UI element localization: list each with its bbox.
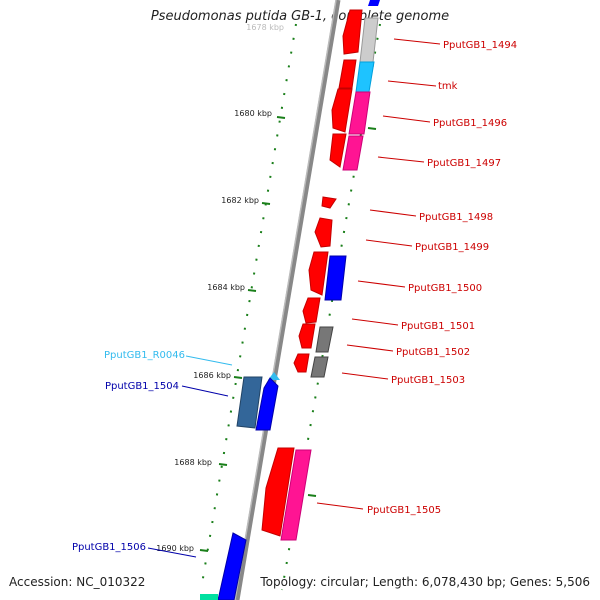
gene-label-1494[interactable]: PputGB1_1494 (443, 40, 517, 51)
major-ticks (199, 116, 377, 552)
gene-1505-red[interactable] (261, 447, 295, 537)
gene-1501[interactable] (302, 297, 321, 324)
kbp-label-1682: 1682 kbp (221, 196, 259, 205)
gene-1504-outer[interactable] (236, 376, 263, 429)
gene-label-tmk[interactable]: tmk (438, 81, 458, 92)
gene-label-1503[interactable]: PputGB1_1503 (391, 375, 465, 386)
gene-1500-red[interactable] (308, 251, 329, 296)
gene-1503[interactable] (310, 356, 329, 378)
gene-label-1496[interactable]: PputGB1_1496 (433, 118, 507, 129)
topology-text: Topology: circular; Length: 6,078,430 bp… (260, 575, 590, 589)
gene-1494-overlay[interactable] (359, 17, 379, 63)
genome-backbone-highlight (234, 0, 337, 600)
gene-label-1506[interactable]: PputGB1_1506 (72, 542, 146, 553)
kbp-label-1684: 1684 kbp (207, 283, 245, 292)
gene-1497[interactable] (342, 135, 364, 171)
genome-backbone (234, 0, 341, 600)
gene-label-1502[interactable]: PputGB1_1502 (396, 347, 470, 358)
kbp-label-1688: 1688 kbp (174, 458, 212, 467)
gene-1499[interactable] (314, 217, 333, 248)
gene-1498[interactable] (321, 196, 337, 209)
kbp-label-1690: 1690 kbp (156, 544, 194, 553)
gene-label-1498[interactable]: PputGB1_1498 (419, 212, 493, 223)
gene-label-1499[interactable]: PputGB1_1499 (415, 242, 489, 253)
kbp-label-1680: 1680 kbp (234, 109, 272, 118)
accession-text: Accession: NC_010322 (9, 575, 146, 589)
gene-label-1504[interactable]: PputGB1_1504 (105, 381, 179, 392)
gene-tmk[interactable] (355, 61, 375, 93)
gene-label-1505[interactable]: PputGB1_1505 (367, 505, 441, 516)
gene-1502[interactable] (315, 326, 334, 353)
gene-label-1497[interactable]: PputGB1_1497 (427, 158, 501, 169)
gene-label-1501[interactable]: PputGB1_1501 (401, 321, 475, 332)
gene-1496[interactable] (348, 91, 371, 135)
gene-1503-red[interactable] (293, 353, 310, 373)
gene-1494-cds[interactable] (342, 9, 363, 55)
gene-1502-red[interactable] (298, 323, 316, 349)
kbp-label-1686: 1686 kbp (193, 371, 231, 380)
gene-1504[interactable] (255, 377, 279, 431)
gene-1500[interactable] (324, 255, 347, 301)
gene-bottom-teal[interactable] (200, 594, 218, 600)
gene-tmk-red[interactable] (338, 59, 357, 89)
gene-1505[interactable] (280, 449, 312, 541)
gene-label-r0046[interactable]: PputGB1_R0046 (104, 350, 185, 361)
kbp-label-top: 1678 kbp (246, 23, 284, 32)
gene-label-1500[interactable]: PputGB1_1500 (408, 283, 482, 294)
gene-features (200, 0, 380, 600)
gene-1506[interactable] (217, 532, 247, 600)
gene-1497-red[interactable] (329, 133, 347, 168)
gene-r0046[interactable] (268, 372, 280, 380)
gene-top-blue[interactable] (368, 0, 380, 6)
gene-1496-red[interactable] (331, 88, 353, 133)
